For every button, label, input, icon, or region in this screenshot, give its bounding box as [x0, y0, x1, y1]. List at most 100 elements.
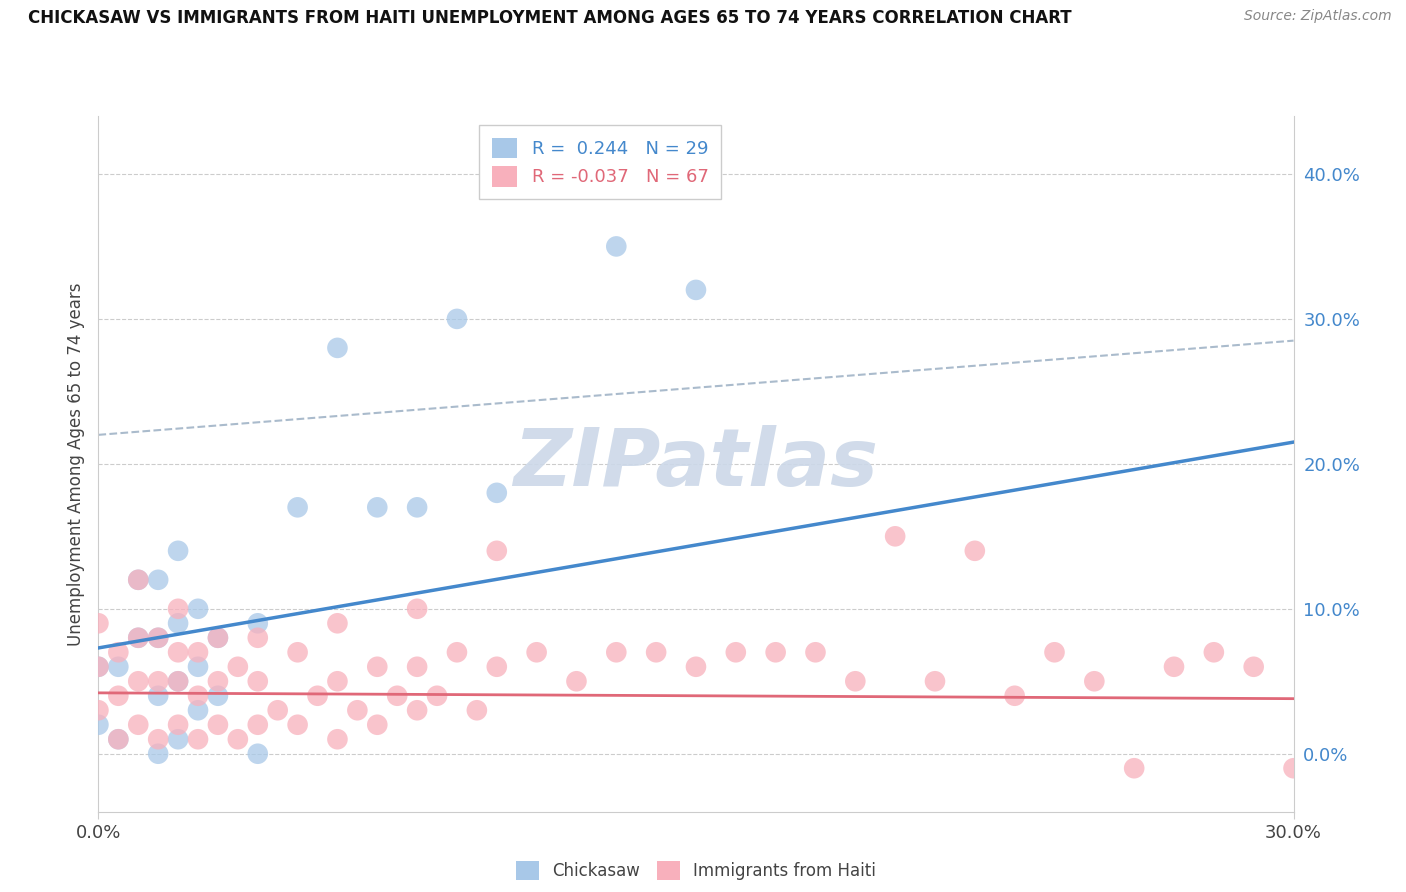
Point — [1083, 674, 1105, 689]
Point — [167, 674, 190, 689]
Point — [685, 660, 707, 674]
Point — [207, 717, 229, 731]
Point — [406, 660, 429, 674]
Point — [187, 703, 209, 717]
Point — [526, 645, 548, 659]
Point — [884, 529, 907, 543]
Point — [167, 717, 190, 731]
Point — [187, 601, 209, 615]
Point — [287, 717, 309, 731]
Point — [565, 674, 588, 689]
Point — [246, 631, 269, 645]
Point — [267, 703, 290, 717]
Point — [366, 500, 388, 515]
Point — [127, 573, 149, 587]
Point — [485, 485, 508, 500]
Point — [346, 703, 368, 717]
Point — [1282, 761, 1305, 775]
Point — [207, 631, 229, 645]
Point — [765, 645, 787, 659]
Point — [406, 703, 429, 717]
Point — [87, 660, 110, 674]
Point — [605, 239, 627, 253]
Point — [148, 732, 170, 747]
Point — [207, 674, 229, 689]
Point — [127, 674, 149, 689]
Point — [446, 645, 468, 659]
Text: CHICKASAW VS IMMIGRANTS FROM HAITI UNEMPLOYMENT AMONG AGES 65 TO 74 YEARS CORREL: CHICKASAW VS IMMIGRANTS FROM HAITI UNEMP… — [28, 9, 1071, 27]
Point — [167, 645, 190, 659]
Point — [605, 645, 627, 659]
Point — [148, 674, 170, 689]
Point — [685, 283, 707, 297]
Point — [1163, 660, 1185, 674]
Point — [485, 543, 508, 558]
Point — [406, 601, 429, 615]
Point — [924, 674, 946, 689]
Point — [645, 645, 668, 659]
Point — [167, 674, 190, 689]
Point — [366, 660, 388, 674]
Point — [187, 645, 209, 659]
Point — [167, 601, 190, 615]
Point — [127, 573, 149, 587]
Point — [87, 717, 110, 731]
Point — [326, 732, 349, 747]
Point — [446, 312, 468, 326]
Point — [187, 732, 209, 747]
Point — [187, 689, 209, 703]
Y-axis label: Unemployment Among Ages 65 to 74 years: Unemployment Among Ages 65 to 74 years — [66, 282, 84, 646]
Point — [804, 645, 827, 659]
Point — [246, 717, 269, 731]
Point — [226, 732, 249, 747]
Point — [385, 689, 409, 703]
Point — [226, 660, 249, 674]
Point — [246, 747, 269, 761]
Point — [107, 689, 129, 703]
Point — [127, 717, 149, 731]
Point — [326, 616, 349, 631]
Point — [1043, 645, 1066, 659]
Point — [107, 732, 129, 747]
Point — [1243, 660, 1265, 674]
Point — [167, 732, 190, 747]
Point — [1123, 761, 1146, 775]
Point — [148, 689, 170, 703]
Point — [167, 616, 190, 631]
Point — [87, 660, 110, 674]
Point — [187, 660, 209, 674]
Point — [246, 616, 269, 631]
Point — [426, 689, 449, 703]
Point — [87, 616, 110, 631]
Point — [107, 645, 129, 659]
Point — [406, 500, 429, 515]
Point — [148, 631, 170, 645]
Point — [963, 543, 986, 558]
Text: Source: ZipAtlas.com: Source: ZipAtlas.com — [1244, 9, 1392, 23]
Point — [366, 717, 388, 731]
Text: ZIPatlas: ZIPatlas — [513, 425, 879, 503]
Legend: Chickasaw, Immigrants from Haiti: Chickasaw, Immigrants from Haiti — [509, 855, 883, 887]
Point — [1202, 645, 1225, 659]
Point — [1004, 689, 1026, 703]
Point — [724, 645, 747, 659]
Point — [326, 674, 349, 689]
Point — [87, 703, 110, 717]
Point — [107, 660, 129, 674]
Point — [148, 573, 170, 587]
Point — [107, 732, 129, 747]
Point — [326, 341, 349, 355]
Point — [844, 674, 866, 689]
Point — [207, 689, 229, 703]
Point — [127, 631, 149, 645]
Point — [465, 703, 488, 717]
Point — [167, 543, 190, 558]
Point — [246, 674, 269, 689]
Point — [207, 631, 229, 645]
Point — [287, 645, 309, 659]
Point — [307, 689, 329, 703]
Point — [127, 631, 149, 645]
Point — [485, 660, 508, 674]
Point — [287, 500, 309, 515]
Point — [148, 747, 170, 761]
